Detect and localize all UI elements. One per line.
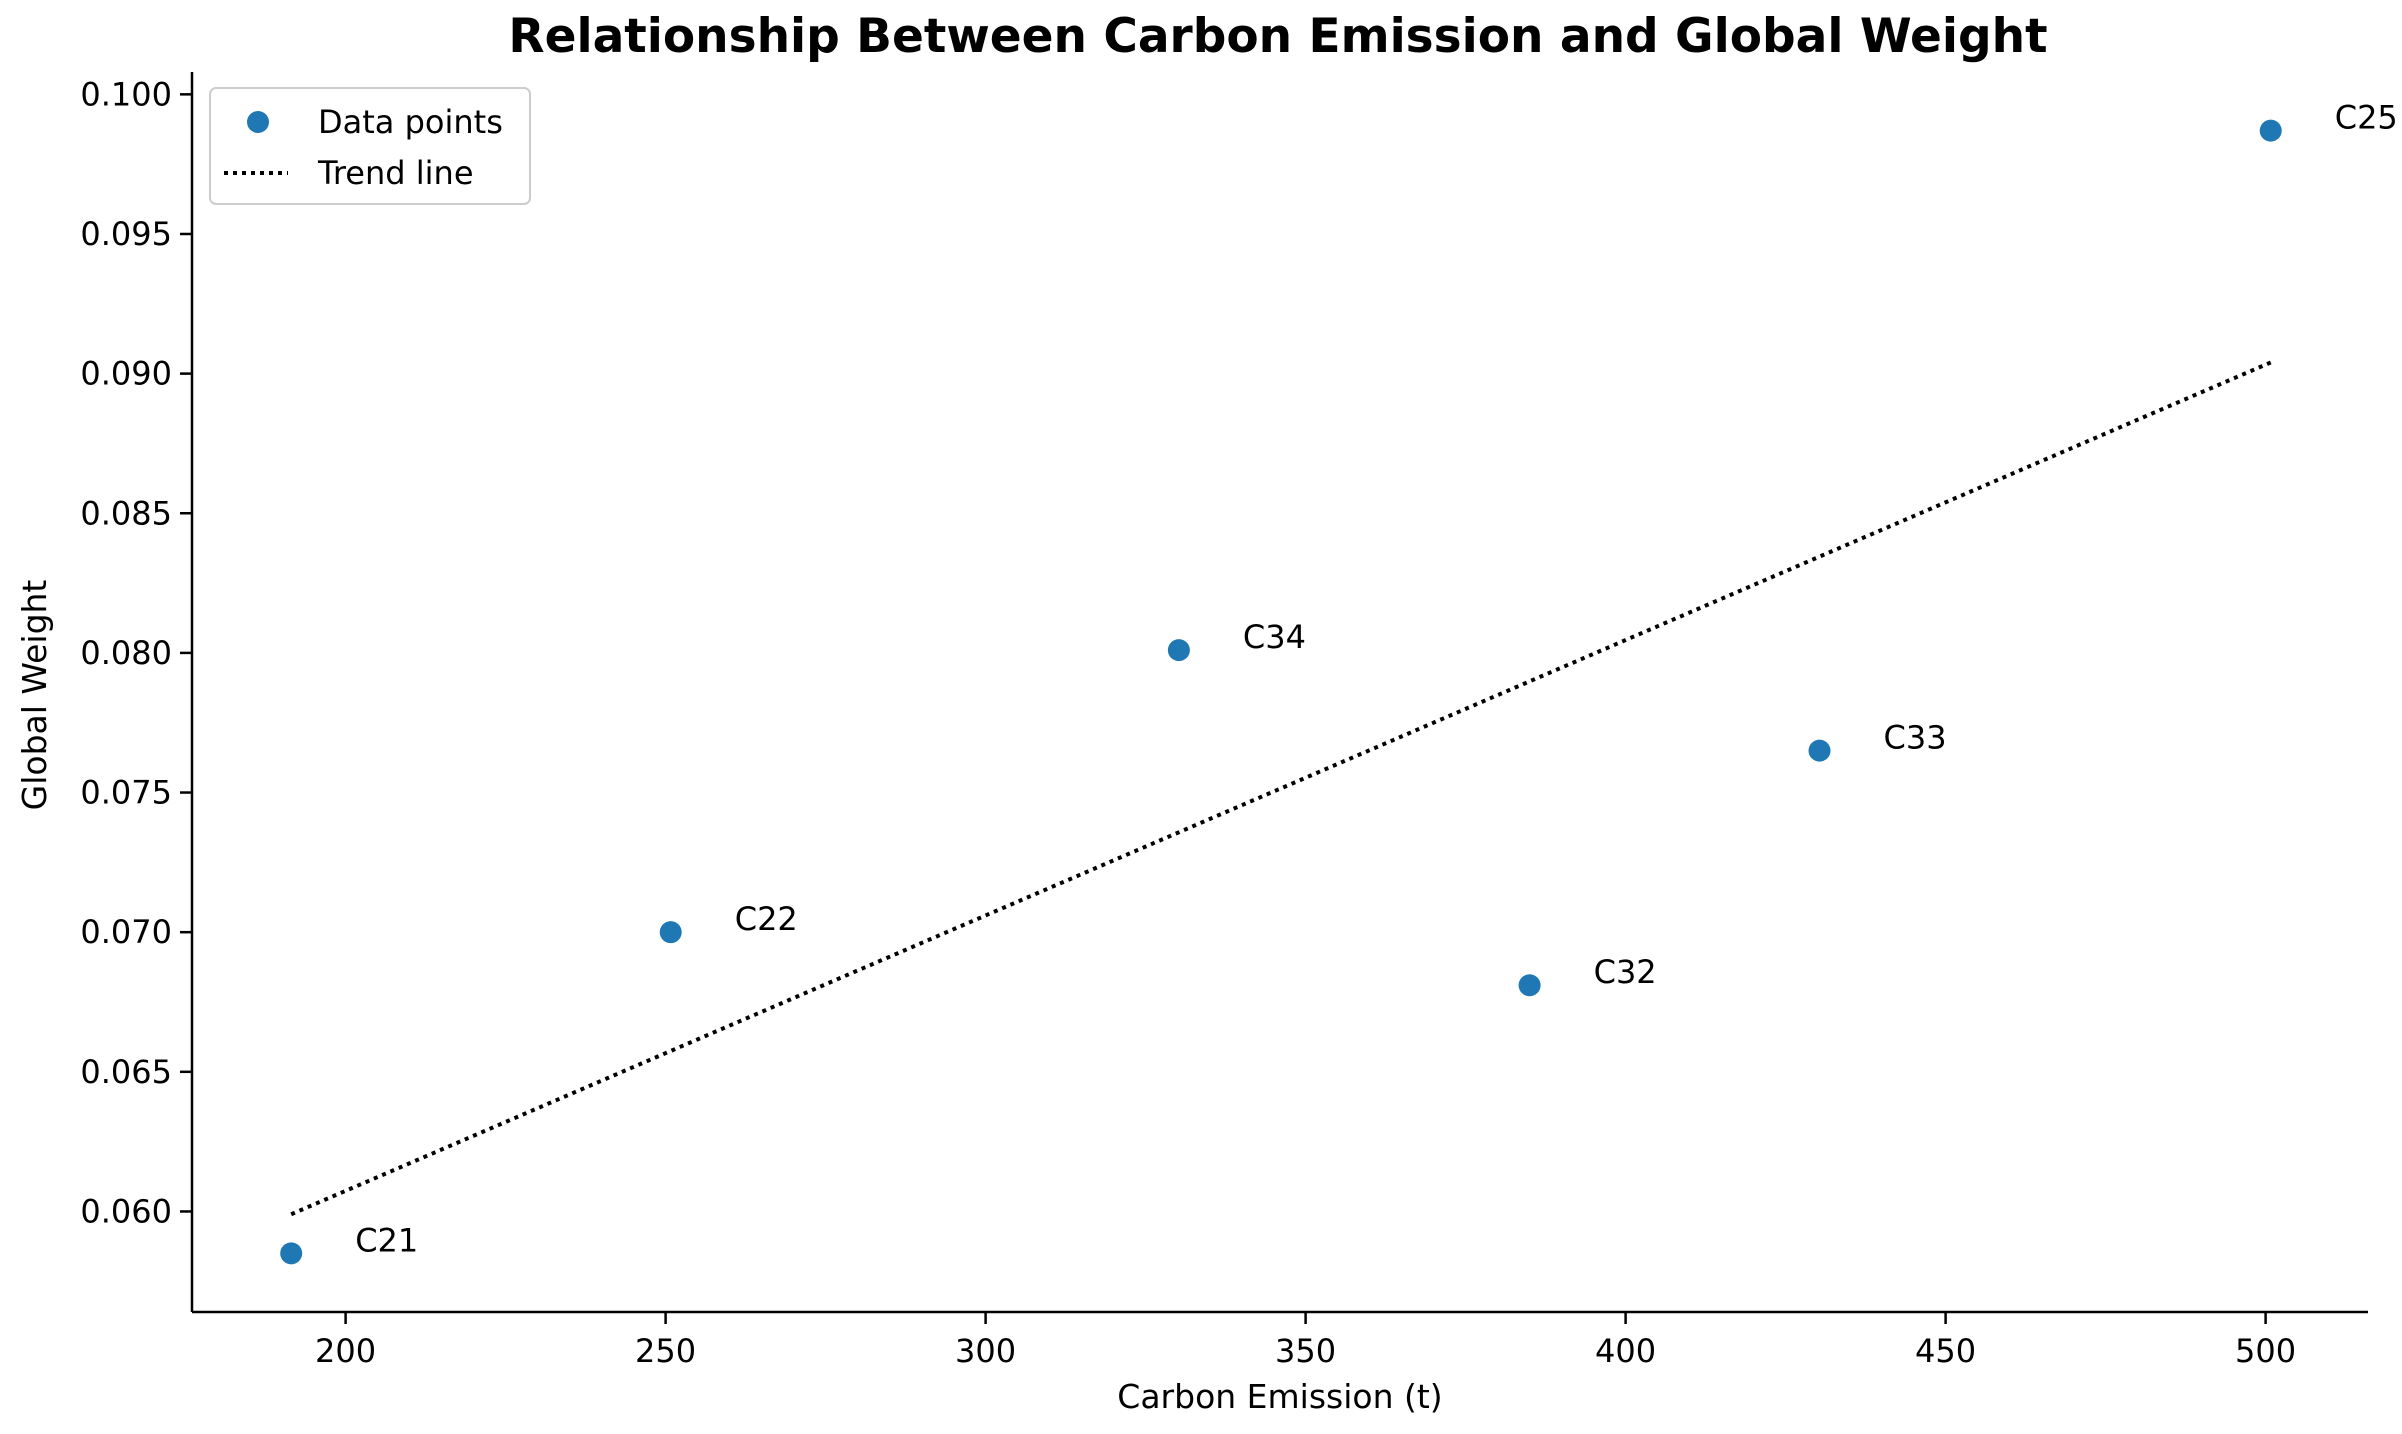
chart-title: Relationship Between Carbon Emission and…	[508, 9, 2047, 64]
axes: 200 250 300 350 400 450 500 0.060 0.065 0.070 0.07…	[80, 72, 2368, 1370]
x-tick-label: 200	[315, 1332, 376, 1370]
legend-box	[209, 87, 531, 205]
x-tick-label: 300	[955, 1332, 1016, 1370]
point-label-c22: C22	[735, 900, 798, 938]
x-tick-label: 250	[635, 1332, 696, 1370]
y-tick-label: 0.070	[80, 913, 172, 951]
point-label-c32: C32	[1594, 953, 1657, 991]
y-tick-label: 0.075	[80, 774, 172, 812]
x-tick-label: 500	[2235, 1332, 2296, 1370]
point-label-c25: C25	[2335, 99, 2398, 137]
y-tick-label: 0.090	[80, 355, 172, 393]
point-label-c33: C33	[1884, 719, 1947, 757]
y-tick-label: 0.065	[80, 1053, 172, 1091]
x-axis-label: Carbon Emission (t)	[1117, 1377, 1442, 1416]
legend-marker-data-points	[247, 111, 269, 133]
data-point-c21	[280, 1242, 303, 1265]
data-point-c34	[1167, 639, 1190, 662]
legend-label-trend-line: Trend line	[317, 154, 474, 192]
data-point-c22	[659, 921, 682, 944]
data-point-c33	[1808, 739, 1831, 762]
y-tick-label: 0.100	[80, 75, 172, 113]
y-tick-label: 0.080	[80, 634, 172, 672]
x-tick-label: 400	[1595, 1332, 1656, 1370]
y-axis-label: Global Weight	[15, 580, 54, 811]
point-label-c21: C21	[355, 1221, 418, 1259]
y-tick-label: 0.085	[80, 494, 172, 532]
y-tick-label: 0.060	[80, 1192, 172, 1230]
x-tick-label: 450	[1915, 1332, 1976, 1370]
plot-area: C21 C22 C34 C32 C33 C25	[280, 99, 2398, 1265]
point-label-c34: C34	[1243, 618, 1306, 656]
legend: Data points Trend line	[209, 87, 531, 205]
data-point-c25	[2259, 119, 2282, 142]
x-tick-label: 350	[1275, 1332, 1336, 1370]
data-point-c32	[1518, 974, 1541, 997]
y-tick-label: 0.095	[80, 215, 172, 253]
legend-label-data-points: Data points	[318, 103, 503, 141]
trend-line	[290, 360, 2272, 1217]
